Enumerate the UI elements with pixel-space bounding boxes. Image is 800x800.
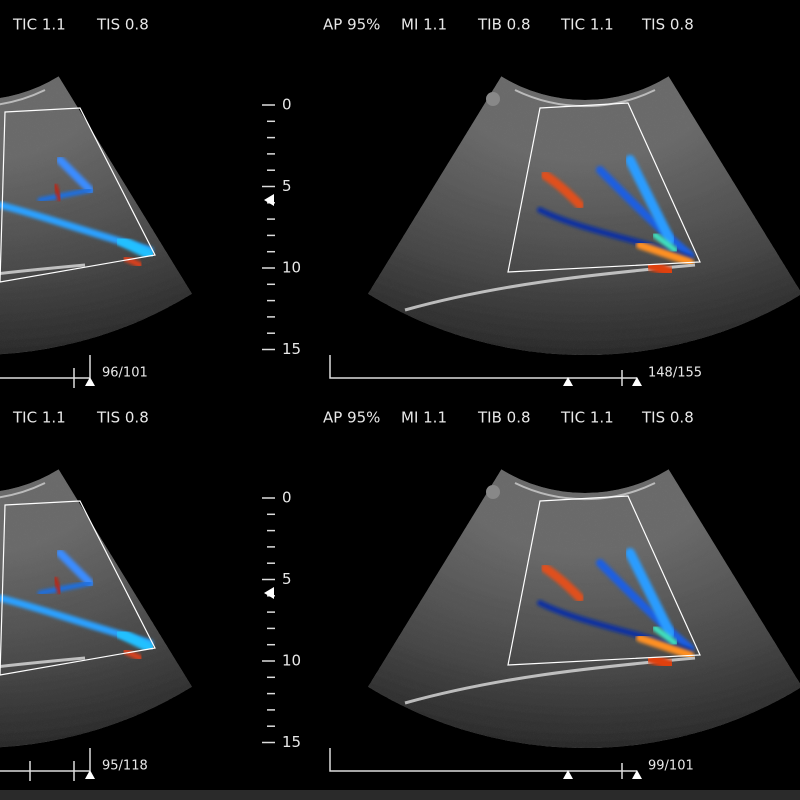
color-flow xyxy=(625,155,675,245)
color-flow xyxy=(115,628,155,653)
focus-marker xyxy=(264,194,274,206)
timeline xyxy=(329,748,637,779)
depth-label: 0 xyxy=(282,96,292,114)
color-flow xyxy=(596,166,694,259)
header-param: TIS 0.8 xyxy=(641,409,694,427)
color-flow xyxy=(540,170,585,210)
depth-label: 10 xyxy=(282,652,301,670)
color-box xyxy=(0,500,156,676)
orientation-dot xyxy=(486,92,500,106)
header-param: TIB 0.8 xyxy=(477,409,531,427)
header-param: TIC 1.1 xyxy=(560,409,614,427)
header-param: TIS 0.8 xyxy=(96,409,149,427)
scan-fan xyxy=(0,469,192,748)
bright-echo xyxy=(0,263,86,275)
color-flow xyxy=(636,634,694,659)
header-param: MI 1.1 xyxy=(401,409,447,427)
timeline xyxy=(329,355,637,386)
header-param: AP 95% xyxy=(323,409,380,427)
color-flow xyxy=(53,183,62,202)
depth-label: 0 xyxy=(282,489,292,507)
color-flow xyxy=(652,625,678,646)
color-flow xyxy=(652,232,678,253)
frame-counter: 148/155 xyxy=(648,366,702,381)
color-flow xyxy=(122,648,143,661)
depth-label: 5 xyxy=(282,177,292,195)
image-panel: TIC 1.1 TIS 0.8 96/101 xyxy=(0,16,192,388)
focus-marker xyxy=(264,587,274,599)
header-param: TIS 0.8 xyxy=(641,16,694,34)
header-param: TIC 1.1 xyxy=(12,16,66,34)
header-param: MI 1.1 xyxy=(401,16,447,34)
scan-fan xyxy=(368,76,800,355)
scan-fan xyxy=(0,76,192,355)
color-flow xyxy=(37,187,93,203)
ultrasound-image xyxy=(368,76,800,355)
header-param: AP 95% xyxy=(323,16,380,34)
ultrasound-image xyxy=(368,469,800,748)
header-param: TIB 0.8 xyxy=(477,16,531,34)
color-box xyxy=(507,495,701,666)
color-box xyxy=(0,107,156,283)
timeline-marker xyxy=(563,770,573,779)
image-panel: AP 95% MI 1.1 TIB 0.8 TIC 1.1 TIS 0.8 0 5 10 15 9… xyxy=(262,409,800,779)
frame-counter: 96/101 xyxy=(102,366,148,381)
timeline-marker xyxy=(85,377,95,386)
timeline-marker xyxy=(563,377,573,386)
color-box xyxy=(507,102,701,273)
bright-echo xyxy=(0,656,86,668)
color-flow xyxy=(37,580,93,596)
header-param: TIS 0.8 xyxy=(96,16,149,34)
fan-top-arc xyxy=(0,482,46,499)
header-param: TIC 1.1 xyxy=(560,16,614,34)
color-flow xyxy=(122,255,143,268)
fan-top-arc xyxy=(514,89,656,108)
image-panel: AP 95% MI 1.1 TIB 0.8 TIC 1.1 TIS 0.8 0 5 10 15 1… xyxy=(262,16,800,386)
timeline-marker xyxy=(85,770,95,779)
image-panel: TIC 1.1 TIS 0.8 95/118 xyxy=(0,409,192,781)
depth-label: 15 xyxy=(282,340,301,358)
color-flow xyxy=(56,549,94,587)
orientation-dot xyxy=(486,485,500,499)
color-flow xyxy=(56,156,94,194)
color-flow xyxy=(625,548,675,638)
ultrasound-image xyxy=(0,469,192,748)
status-strip xyxy=(0,790,800,800)
color-flow xyxy=(115,235,155,260)
color-flow xyxy=(645,260,675,277)
color-flow xyxy=(645,653,675,670)
depth-label: 10 xyxy=(282,259,301,277)
color-flow xyxy=(636,241,694,266)
header-param: TIC 1.1 xyxy=(12,409,66,427)
frame-counter: 95/118 xyxy=(102,759,148,774)
color-flow xyxy=(53,576,62,595)
timeline-marker xyxy=(632,770,642,779)
timeline xyxy=(0,368,90,388)
depth-label: 15 xyxy=(282,733,301,751)
fan-top-arc xyxy=(514,482,656,501)
timeline xyxy=(0,761,90,781)
color-flow xyxy=(596,559,694,652)
fan-top-arc xyxy=(0,89,46,106)
depth-label: 5 xyxy=(282,570,292,588)
ultrasound-image xyxy=(0,76,192,355)
timeline-marker xyxy=(632,377,642,386)
color-flow xyxy=(540,563,585,603)
scan-fan xyxy=(368,469,800,748)
frame-counter: 99/101 xyxy=(648,759,694,774)
